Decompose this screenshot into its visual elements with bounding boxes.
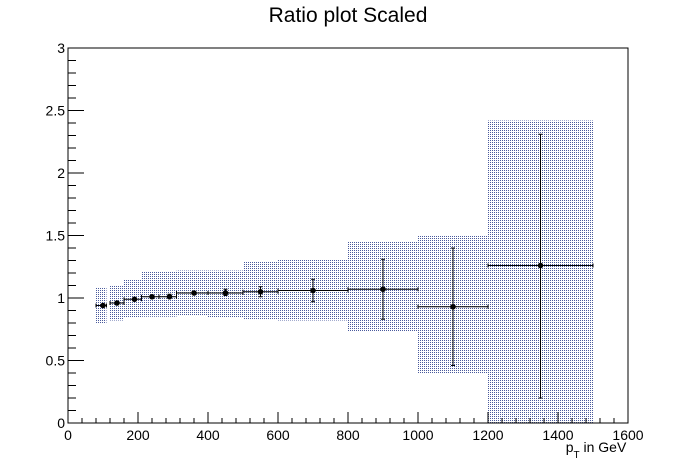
data-point-11 — [487, 133, 594, 399]
data-point-0 — [95, 302, 107, 309]
data-marker — [191, 290, 197, 296]
uncertainty-band-3 — [141, 271, 159, 317]
data-marker — [257, 288, 264, 295]
data-points — [95, 133, 594, 399]
data-marker — [131, 296, 138, 303]
x-tick-label: 1000 — [402, 427, 433, 443]
x-axis-title: pT in GeV — [566, 439, 627, 461]
x-tick-label: 0 — [64, 427, 72, 443]
data-point-8 — [277, 278, 349, 303]
data-marker — [166, 293, 173, 300]
y-tick-label: 0.5 — [46, 353, 66, 369]
data-point-5 — [176, 290, 209, 296]
y-tick-label: 2 — [57, 165, 65, 181]
x-axis-title-subscript: T — [573, 450, 579, 461]
data-point-9 — [347, 258, 419, 320]
data-marker — [380, 286, 386, 293]
data-point-6 — [207, 288, 244, 296]
data-marker — [450, 303, 456, 310]
x-tick-label: 800 — [336, 427, 360, 443]
data-point-2 — [123, 296, 142, 303]
data-marker — [537, 262, 544, 269]
data-marker — [149, 293, 155, 300]
x-axis-title-main: p — [566, 439, 574, 455]
axes: 0 200 400 600 800 1000 1200 1400 1600 0 0.5 1 1.5 2 2.… — [46, 40, 644, 443]
x-tick-label: 600 — [266, 427, 290, 443]
y-tick-label: 2.5 — [46, 103, 66, 119]
x-tick-label: 1600 — [612, 427, 643, 443]
x-tick-label: 1400 — [542, 427, 573, 443]
data-marker — [310, 287, 316, 294]
data-point-1 — [109, 300, 125, 306]
data-point-4 — [158, 293, 177, 300]
y-tick-label: 1 — [57, 290, 65, 306]
x-tick-label: 200 — [126, 427, 150, 443]
y-tick-label: 3 — [57, 40, 65, 56]
data-marker — [100, 302, 106, 309]
data-marker — [114, 300, 120, 306]
chart-title: Ratio plot Scaled — [268, 4, 428, 27]
y-tick-label: 0 — [57, 415, 65, 431]
y-tick-label: 1.5 — [46, 228, 66, 244]
data-marker — [222, 290, 229, 296]
x-tick-label: 400 — [196, 427, 220, 443]
x-axis-title-rest: in GeV — [580, 439, 627, 455]
uncertainty-bands — [96, 120, 593, 423]
x-tick-label: 1200 — [472, 427, 503, 443]
data-point-10 — [417, 247, 489, 366]
